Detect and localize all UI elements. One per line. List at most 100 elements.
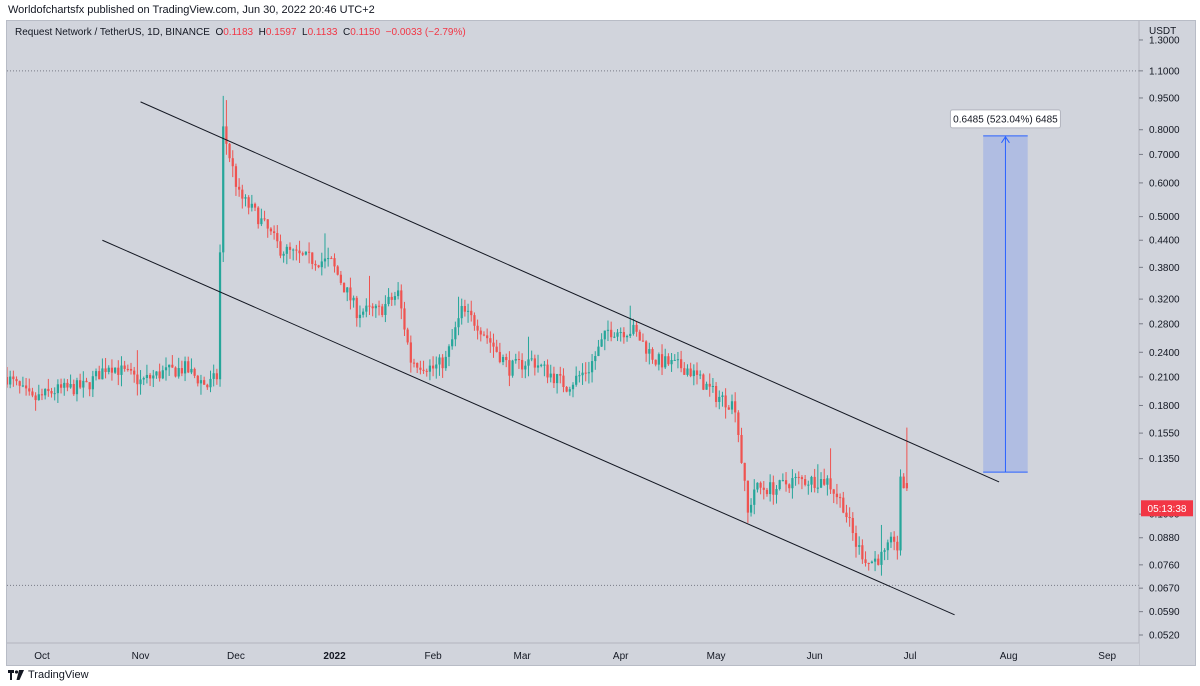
candle-body[interactable] bbox=[657, 354, 660, 365]
candle-body[interactable] bbox=[241, 189, 244, 199]
candle-body[interactable] bbox=[91, 376, 94, 390]
candle-body[interactable] bbox=[336, 266, 339, 275]
candle-body[interactable] bbox=[810, 476, 813, 485]
candle-body[interactable] bbox=[133, 370, 136, 375]
candle-body[interactable] bbox=[492, 342, 495, 347]
candle-body[interactable] bbox=[683, 368, 686, 375]
candle-body[interactable] bbox=[555, 374, 559, 384]
candle-body[interactable] bbox=[117, 367, 120, 375]
candle-body[interactable] bbox=[444, 356, 447, 369]
candle-body[interactable] bbox=[699, 374, 702, 376]
candle-body[interactable] bbox=[101, 368, 104, 380]
candle-body[interactable] bbox=[136, 374, 139, 385]
candle-body[interactable] bbox=[215, 373, 218, 380]
candle-body[interactable] bbox=[298, 250, 301, 254]
candle-body[interactable] bbox=[527, 359, 530, 366]
candle-body[interactable] bbox=[447, 346, 451, 357]
candle-body[interactable] bbox=[466, 310, 470, 312]
candle-body[interactable] bbox=[79, 380, 82, 388]
candle-body[interactable] bbox=[606, 329, 610, 331]
candle-body[interactable] bbox=[263, 218, 266, 220]
candle-body[interactable] bbox=[470, 310, 473, 316]
candle-body[interactable] bbox=[880, 551, 883, 565]
candle-body[interactable] bbox=[59, 384, 63, 388]
candle-body[interactable] bbox=[295, 249, 298, 251]
candle-body[interactable] bbox=[835, 493, 839, 498]
candle-body[interactable] bbox=[610, 329, 613, 338]
candle-body[interactable] bbox=[218, 252, 222, 380]
candle-body[interactable] bbox=[536, 365, 540, 368]
candle-body[interactable] bbox=[327, 258, 330, 260]
candle-body[interactable] bbox=[37, 394, 40, 401]
candle-body[interactable] bbox=[304, 251, 308, 255]
candle-body[interactable] bbox=[858, 545, 861, 547]
candle-body[interactable] bbox=[645, 341, 648, 354]
candle-body[interactable] bbox=[98, 371, 101, 380]
candle-body[interactable] bbox=[765, 489, 769, 495]
candle-body[interactable] bbox=[641, 340, 645, 342]
candle-body[interactable] bbox=[651, 349, 654, 360]
candle-body[interactable] bbox=[759, 482, 762, 488]
candle-body[interactable] bbox=[317, 265, 320, 268]
candle-body[interactable] bbox=[714, 385, 718, 402]
candle-body[interactable] bbox=[63, 382, 66, 388]
price-axis[interactable] bbox=[1139, 21, 1195, 665]
candle-body[interactable] bbox=[804, 479, 807, 485]
candle-body[interactable] bbox=[183, 361, 187, 374]
candle-body[interactable] bbox=[788, 484, 791, 489]
candle-body[interactable] bbox=[734, 401, 737, 413]
candle-body[interactable] bbox=[473, 315, 476, 326]
candle-body[interactable] bbox=[161, 370, 164, 379]
candle-body[interactable] bbox=[352, 297, 355, 301]
candle-body[interactable] bbox=[428, 365, 432, 372]
candle-body[interactable] bbox=[867, 562, 870, 564]
candle-body[interactable] bbox=[632, 324, 635, 334]
candle-body[interactable] bbox=[193, 368, 196, 376]
candle-body[interactable] bbox=[435, 364, 438, 369]
candle-body[interactable] bbox=[549, 373, 552, 378]
candle-body[interactable] bbox=[374, 305, 377, 309]
candle-body[interactable] bbox=[772, 482, 775, 495]
candle-body[interactable] bbox=[648, 349, 651, 354]
candle-body[interactable] bbox=[533, 358, 536, 368]
candle-body[interactable] bbox=[406, 329, 409, 343]
candle-body[interactable] bbox=[565, 386, 568, 392]
candle-body[interactable] bbox=[269, 228, 273, 232]
candle-body[interactable] bbox=[18, 381, 21, 386]
candle-body[interactable] bbox=[225, 126, 228, 144]
candle-body[interactable] bbox=[66, 382, 69, 388]
candle-body[interactable] bbox=[301, 253, 304, 255]
candle-body[interactable] bbox=[323, 258, 327, 262]
candle-body[interactable] bbox=[142, 378, 145, 380]
candle-body[interactable] bbox=[381, 306, 384, 315]
candle-body[interactable] bbox=[584, 372, 587, 374]
candle-body[interactable] bbox=[501, 357, 505, 363]
candle-body[interactable] bbox=[222, 126, 225, 253]
candle-body[interactable] bbox=[708, 383, 711, 387]
candle-body[interactable] bbox=[346, 287, 349, 293]
candle-body[interactable] bbox=[390, 296, 393, 300]
candle-body[interactable] bbox=[654, 359, 657, 365]
candle-body[interactable] bbox=[660, 354, 664, 368]
trendline[interactable] bbox=[102, 239, 955, 616]
candle-body[interactable] bbox=[139, 379, 142, 385]
candle-body[interactable] bbox=[400, 290, 403, 309]
candle-body[interactable] bbox=[778, 480, 781, 490]
candle-body[interactable] bbox=[107, 367, 110, 372]
candle-body[interactable] bbox=[819, 479, 823, 488]
candle-body[interactable] bbox=[333, 258, 336, 267]
candle-body[interactable] bbox=[292, 249, 295, 251]
tradingview-logo-icon[interactable] bbox=[8, 670, 24, 680]
candle-body[interactable] bbox=[31, 391, 34, 396]
candle-body[interactable] bbox=[158, 371, 161, 379]
candle-body[interactable] bbox=[753, 489, 756, 505]
candle-body[interactable] bbox=[425, 370, 428, 372]
candle-body[interactable] bbox=[72, 384, 75, 395]
candle-body[interactable] bbox=[552, 373, 556, 384]
candle-body[interactable] bbox=[540, 364, 543, 366]
candle-body[interactable] bbox=[877, 558, 880, 565]
candle-body[interactable] bbox=[362, 311, 365, 315]
candle-body[interactable] bbox=[842, 497, 845, 513]
candle-body[interactable] bbox=[355, 297, 358, 319]
candle-body[interactable] bbox=[695, 370, 699, 375]
